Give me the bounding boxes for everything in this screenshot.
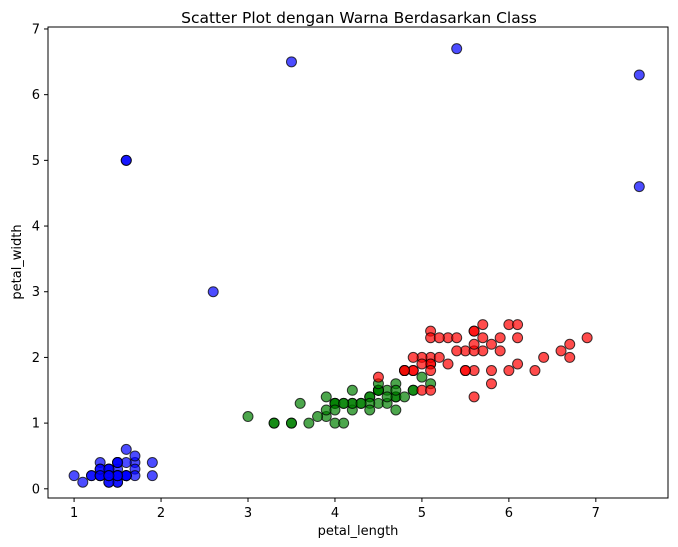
data-point bbox=[459, 365, 471, 377]
data-point bbox=[425, 365, 437, 377]
y-tick-label: 5 bbox=[32, 154, 40, 169]
data-point bbox=[633, 181, 645, 193]
data-point bbox=[494, 345, 506, 357]
data-point bbox=[485, 338, 497, 350]
data-point bbox=[355, 397, 367, 409]
data-point bbox=[512, 358, 524, 370]
data-point bbox=[416, 371, 428, 383]
data-point bbox=[381, 391, 393, 403]
data-point bbox=[303, 417, 315, 429]
data-point bbox=[103, 470, 115, 482]
y-axis-label: petal_width bbox=[10, 224, 25, 299]
data-point bbox=[425, 384, 437, 396]
x-tick-label: 7 bbox=[592, 506, 600, 521]
data-point bbox=[477, 332, 489, 344]
data-point bbox=[477, 319, 489, 331]
data-point bbox=[112, 457, 124, 469]
data-point bbox=[633, 69, 645, 81]
plot-frame bbox=[47, 26, 669, 499]
data-point bbox=[399, 391, 411, 403]
x-axis-label: petal_length bbox=[318, 524, 399, 539]
data-point bbox=[442, 358, 454, 370]
y-tick-label: 6 bbox=[32, 88, 40, 103]
points-layer bbox=[68, 43, 645, 488]
data-point bbox=[433, 332, 445, 344]
y-tick-label: 1 bbox=[32, 417, 40, 432]
y-tick-label: 3 bbox=[32, 285, 40, 300]
data-point bbox=[329, 404, 341, 416]
data-point bbox=[529, 365, 541, 377]
x-tick-label: 1 bbox=[70, 506, 78, 521]
data-point bbox=[242, 411, 254, 423]
data-point bbox=[338, 417, 350, 429]
data-point bbox=[433, 351, 445, 363]
data-point bbox=[468, 391, 480, 403]
y-tick-label: 2 bbox=[32, 351, 40, 366]
y-tick-label: 7 bbox=[32, 22, 40, 37]
data-point bbox=[407, 351, 419, 363]
data-point bbox=[390, 384, 402, 396]
chart-title: Scatter Plot dengan Warna Berdasarkan Cl… bbox=[181, 9, 537, 27]
data-point bbox=[512, 319, 524, 331]
data-point bbox=[68, 470, 80, 482]
data-point bbox=[564, 338, 576, 350]
x-tick-label: 4 bbox=[331, 506, 339, 521]
data-point bbox=[207, 286, 219, 298]
data-point bbox=[285, 417, 297, 429]
x-axis: 1 2 3 4 5 6 7 bbox=[70, 498, 600, 521]
data-point bbox=[372, 371, 384, 383]
data-point bbox=[364, 404, 376, 416]
x-tick-label: 5 bbox=[418, 506, 426, 521]
data-point bbox=[451, 345, 463, 357]
data-point bbox=[451, 332, 463, 344]
data-point bbox=[468, 338, 480, 350]
data-point bbox=[581, 332, 593, 344]
data-point bbox=[468, 325, 480, 337]
y-axis: 0 1 2 3 4 5 6 7 bbox=[32, 22, 48, 497]
data-point bbox=[294, 397, 306, 409]
data-point bbox=[416, 358, 428, 370]
data-point bbox=[564, 351, 576, 363]
data-point bbox=[390, 404, 402, 416]
data-point bbox=[146, 470, 158, 482]
data-point bbox=[485, 378, 497, 390]
data-point bbox=[512, 332, 524, 344]
data-point bbox=[320, 391, 332, 403]
data-point bbox=[538, 351, 550, 363]
y-tick-label: 4 bbox=[32, 220, 40, 235]
data-point bbox=[503, 365, 515, 377]
x-tick-label: 2 bbox=[157, 506, 165, 521]
data-point bbox=[77, 476, 89, 488]
data-point bbox=[120, 443, 132, 455]
x-tick-label: 6 bbox=[505, 506, 513, 521]
data-point bbox=[268, 417, 280, 429]
data-point bbox=[399, 365, 411, 377]
data-point bbox=[146, 457, 158, 469]
data-point bbox=[346, 384, 358, 396]
data-point bbox=[312, 411, 324, 423]
data-point bbox=[285, 56, 297, 68]
data-point bbox=[129, 450, 141, 462]
x-tick-label: 3 bbox=[244, 506, 252, 521]
data-point bbox=[120, 154, 132, 166]
data-point bbox=[485, 365, 497, 377]
data-point bbox=[338, 397, 350, 409]
data-point bbox=[494, 332, 506, 344]
y-tick-label: 0 bbox=[32, 482, 40, 497]
data-point bbox=[555, 345, 567, 357]
data-point bbox=[451, 43, 463, 55]
